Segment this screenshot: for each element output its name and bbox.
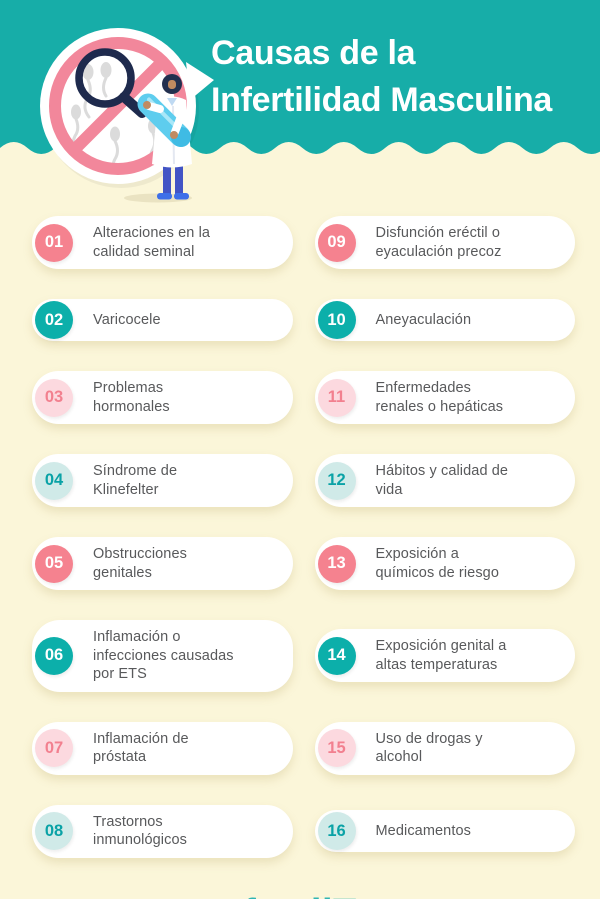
item-label: Obstrucciones genitales (93, 546, 187, 581)
item-number-badge: 13 (317, 544, 356, 583)
list-item: 12 Hábitos y calidad de vida (314, 454, 575, 507)
item-number-badge: 12 (317, 461, 356, 500)
item-label: Síndrome de Klinefelter (93, 463, 178, 498)
magnifier-lens-icon (75, 48, 135, 108)
list-item: 09 Disfunción eréctil o eyaculación prec… (314, 216, 575, 269)
item-number-badge: 14 (317, 636, 356, 675)
list-item: 10 Aneyaculación (314, 299, 575, 341)
logo-text-prefix: f (243, 894, 256, 899)
item-label: Varicocele (93, 311, 161, 328)
list-item: 02 Varicocele (32, 299, 293, 341)
item-label: Inflamación o infecciones causadas por E… (93, 629, 234, 682)
list-item: 16 Medicamentos (314, 810, 575, 852)
item-label: Aneyaculación (375, 311, 472, 328)
item-number-badge: 05 (35, 544, 73, 583)
item-label: Medicamentos (375, 822, 471, 839)
item-number-badge: 10 (317, 301, 356, 339)
list-item: 11 Enfermedades renales o hepáticas (314, 371, 575, 424)
list-item: 04 Síndrome de Klinefelter (32, 454, 293, 507)
item-label: Exposición a químicos de riesgo (375, 546, 499, 581)
arrow-shape (186, 62, 214, 100)
list-item: 05 Obstrucciones genitales (32, 537, 293, 590)
item-label: Enfermedades renales o hepáticas (375, 380, 504, 415)
doctor-arms (143, 101, 187, 139)
item-number-badge: 08 (35, 812, 73, 850)
list-item: 06 Inflamación o infecciones causadas po… (32, 620, 293, 692)
list-item: 15 Uso de drogas y alcohol (314, 721, 575, 775)
title-line-2: Infertilidad Masculina (211, 81, 553, 119)
list-item: 14 Exposición genital a altas temperatur… (314, 629, 575, 683)
list-item: 13 Exposición a químicos de riesgo (314, 537, 575, 590)
list-item: 03 Problemas hormonales (32, 371, 293, 424)
item-number-badge: 06 (35, 636, 73, 675)
item-number-badge: 03 (35, 378, 73, 417)
title-line-1: Causas de la (211, 34, 416, 72)
list-item: 01 Alteraciones en la calidad seminal (32, 216, 293, 269)
list-item: 08 Trastornos inmunológicos (32, 804, 293, 858)
item-label: Inflamación de próstata (93, 730, 189, 766)
item-number-badge: 07 (35, 729, 73, 767)
item-number-badge: 09 (317, 223, 356, 262)
item-number-badge: 01 (35, 223, 73, 262)
no-sperm-doctor-illustration (40, 28, 214, 203)
item-number-badge: 04 (35, 461, 73, 500)
item-label: Disfunción eréctil o eyaculación precoz (375, 225, 502, 260)
item-number-badge: 16 (317, 812, 356, 850)
prohibition-slash (68, 56, 168, 156)
item-number-badge: 11 (317, 378, 356, 417)
item-label: Problemas hormonales (93, 380, 170, 415)
item-label: Hábitos y calidad de vida (375, 463, 509, 498)
causes-list: 01 Alteraciones en la calidad seminal 02… (32, 216, 575, 858)
fertilt-logo: f rtilT (0, 894, 600, 899)
list-item: 07 Inflamación de próstata (32, 721, 293, 775)
item-label: Uso de drogas y alcohol (375, 730, 483, 766)
item-number-badge: 02 (35, 301, 73, 339)
page-title: Causas de la Infertilidad Masculina (211, 30, 591, 124)
item-label: Trastornos inmunológicos (93, 813, 187, 849)
logo-text-suffix: rtilT (282, 894, 356, 899)
item-label: Exposición genital a altas temperaturas (375, 638, 507, 673)
item-label: Alteraciones en la calidad seminal (93, 225, 211, 260)
item-number-badge: 15 (317, 729, 356, 767)
